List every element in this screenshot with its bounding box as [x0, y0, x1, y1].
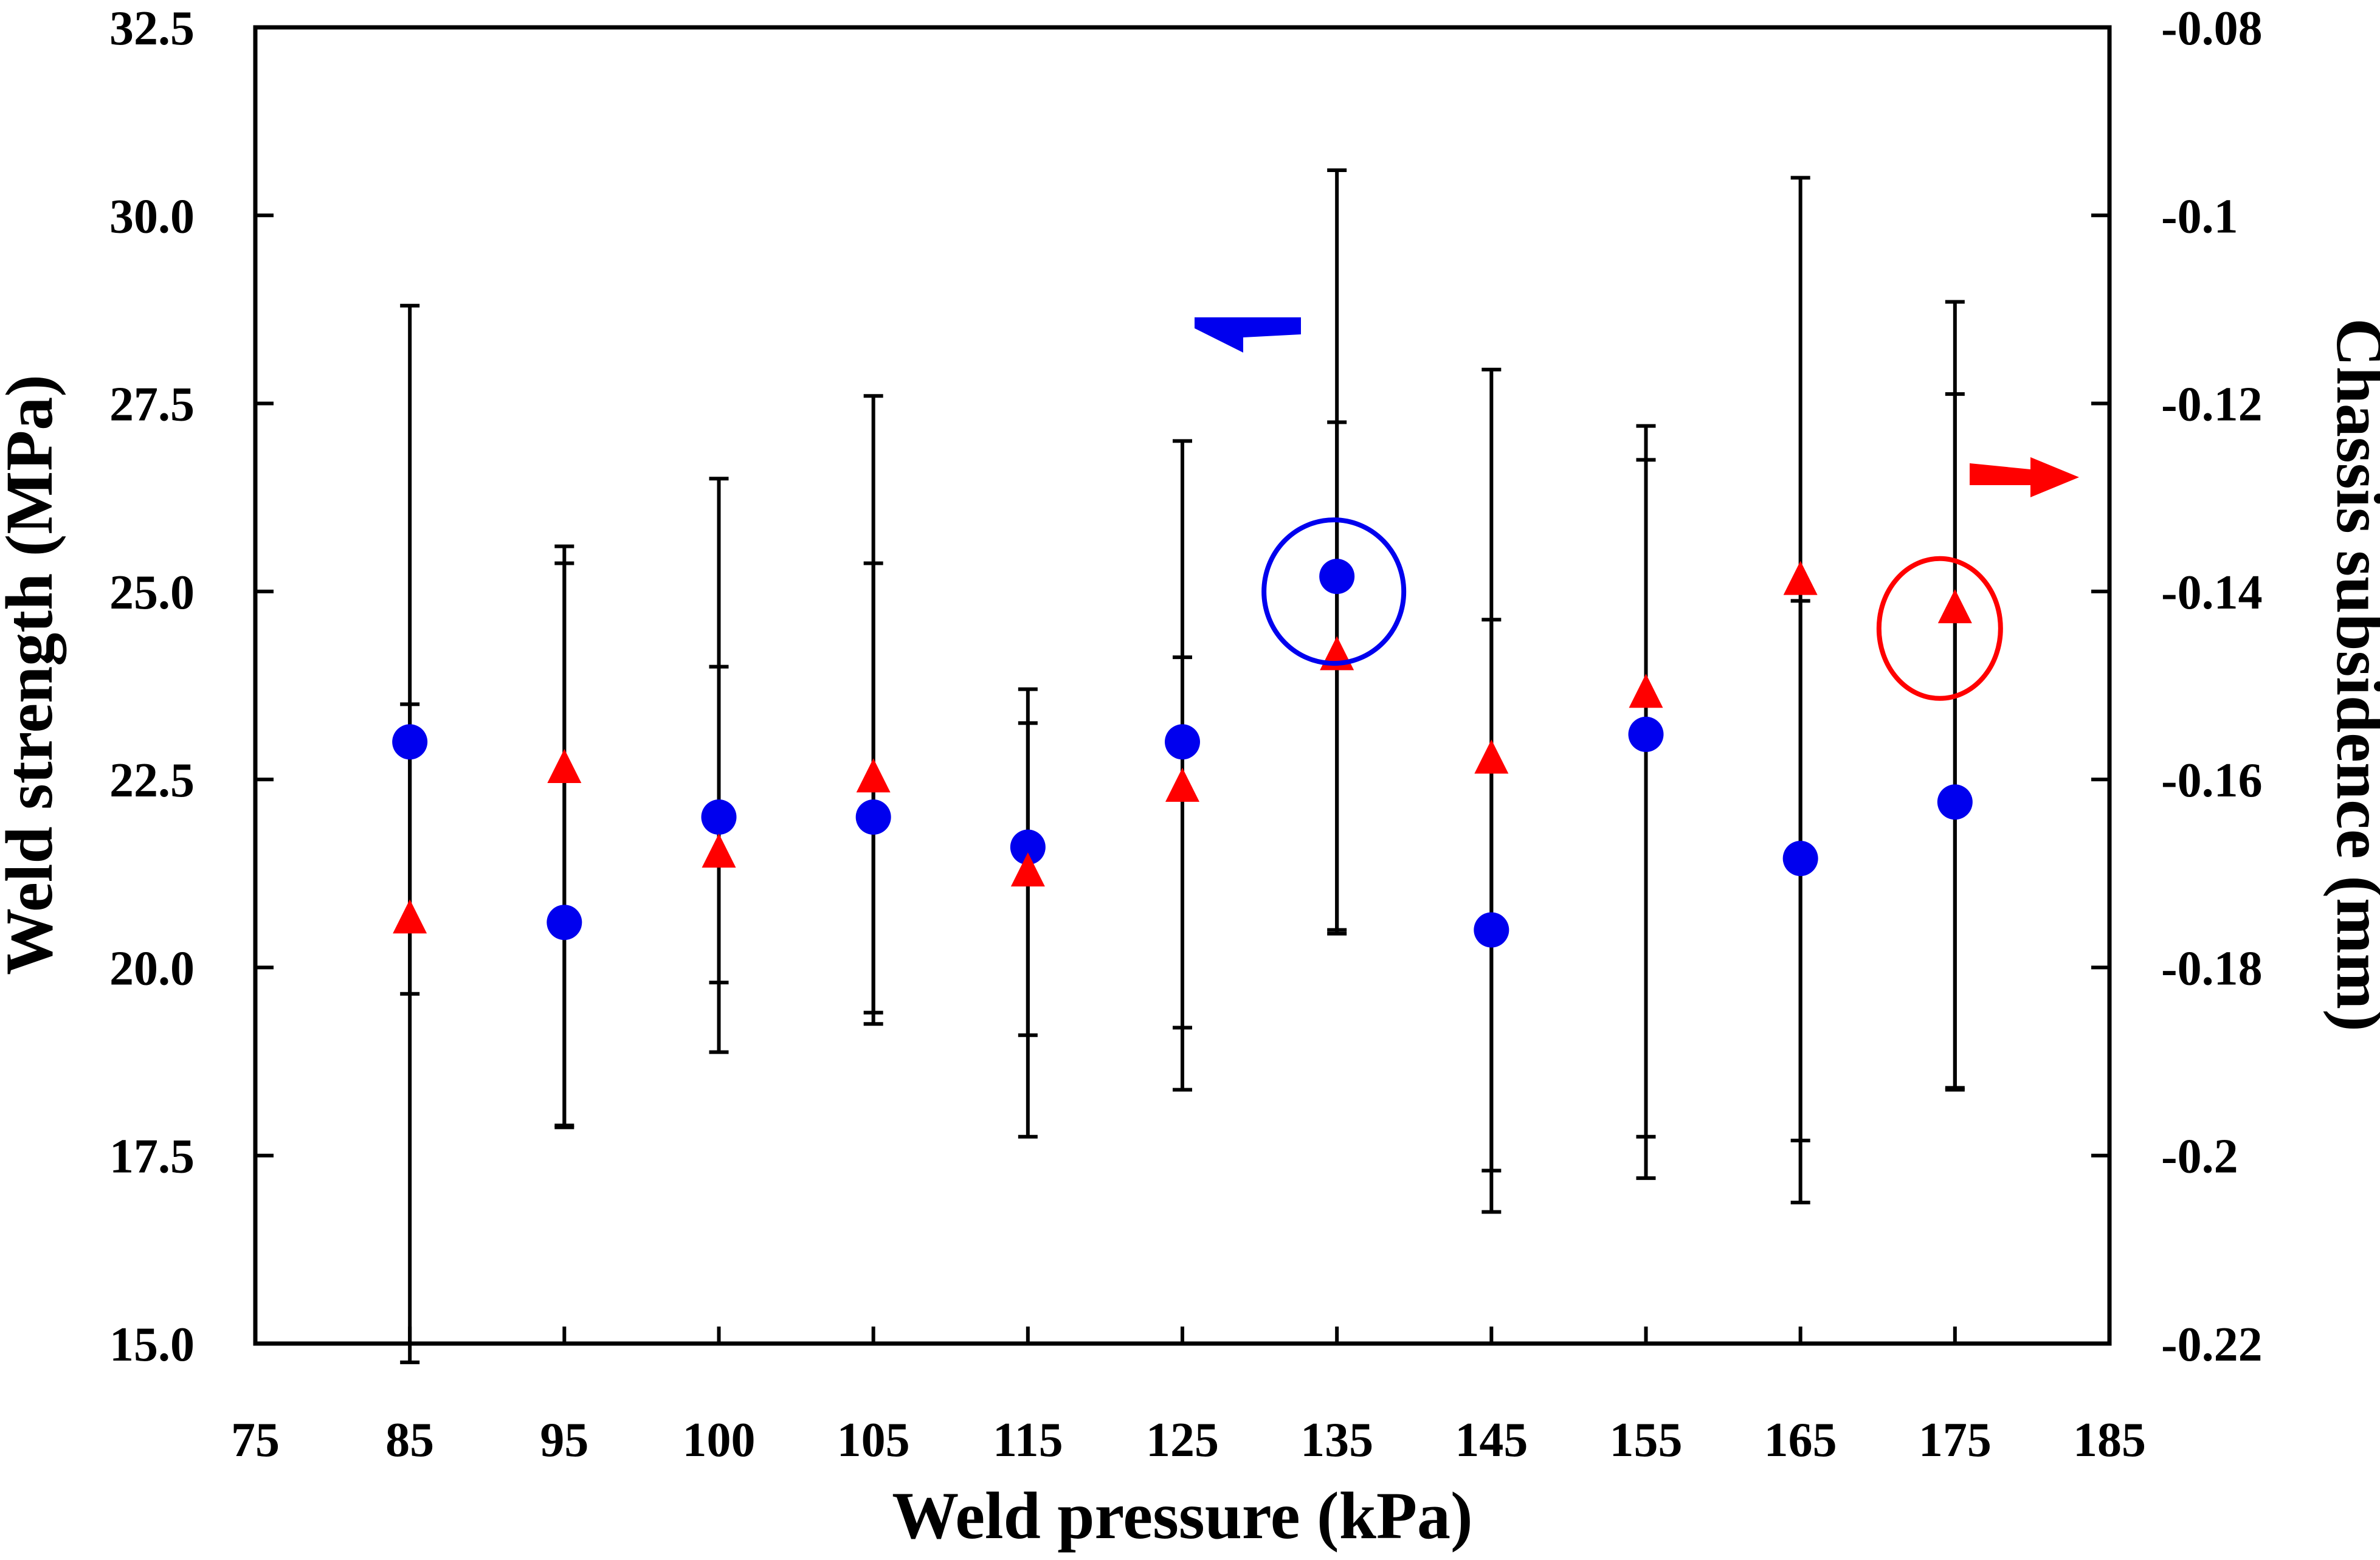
subsidence-point — [1010, 852, 1045, 887]
strength-point — [1628, 716, 1664, 752]
error-bars — [400, 168, 1965, 1364]
x-tick-label: 165 — [1764, 1413, 1837, 1467]
y-left-tick-label: 25.0 — [109, 566, 195, 620]
x-tick-label: 175 — [1919, 1413, 1992, 1467]
subsidence-point — [547, 748, 582, 783]
strength-point — [701, 799, 737, 835]
right-axis-arrow — [1970, 457, 2079, 497]
data-points — [392, 559, 1973, 948]
y-right-tick-label: -0.22 — [2161, 1318, 2263, 1372]
subsidence-point — [1937, 589, 1972, 624]
subsidence-point — [702, 833, 736, 868]
y-axis-left: 15.0 17.5 20.0 22.5 25.0 27.5 30.0 32.5 — [109, 2, 274, 1372]
y-right-tick-label: -0.08 — [2161, 2, 2263, 55]
y-right-tick-label: -0.12 — [2161, 378, 2263, 432]
strength-point — [1319, 559, 1355, 595]
strength-point — [1782, 841, 1818, 877]
subsidence-point — [1474, 739, 1509, 774]
x-tick-label: 125 — [1146, 1413, 1219, 1467]
y-right-tick-label: -0.1 — [2161, 190, 2238, 243]
y-left-tick-label: 20.0 — [109, 942, 195, 995]
y-left-tick-label: 22.5 — [109, 754, 195, 807]
x-tick-label: 105 — [837, 1413, 910, 1467]
subsidence-point — [1165, 767, 1199, 802]
y-axis-left-title: Weld strength (MPa) — [0, 374, 66, 975]
strength-point — [547, 905, 582, 940]
x-axis: 75 85 95 100 105 115 125 135 145 155 165 175 185 — [231, 1327, 2146, 1467]
x-tick-label: 95 — [540, 1413, 588, 1467]
subsidence-point — [1783, 561, 1818, 595]
highlight-ellipse-strength — [1261, 517, 1407, 666]
strength-point — [392, 724, 428, 760]
x-axis-title: Weld pressure (kPa) — [892, 1479, 1472, 1553]
strength-point — [855, 799, 891, 835]
y-right-tick-label: -0.14 — [2161, 566, 2263, 620]
subsidence-point — [1629, 674, 1663, 708]
y-right-tick-label: -0.16 — [2161, 754, 2263, 807]
y-right-tick-label: -0.18 — [2161, 942, 2263, 995]
x-tick-label: 85 — [385, 1413, 434, 1467]
x-tick-label: 75 — [231, 1413, 280, 1467]
y-right-tick-label: -0.2 — [2161, 1130, 2238, 1184]
x-tick-label: 115 — [993, 1413, 1063, 1467]
strength-point — [1010, 829, 1046, 865]
y-left-tick-label: 15.0 — [109, 1318, 195, 1372]
y-axis-right-title: Chassis subsidence (mm) — [2323, 318, 2380, 1031]
x-tick-label: 185 — [2073, 1413, 2146, 1467]
subsidence-point — [856, 758, 891, 793]
y-left-tick-label: 17.5 — [109, 1130, 195, 1184]
strength-point — [1474, 912, 1509, 948]
strength-point — [1165, 724, 1200, 760]
strength-point — [1937, 784, 1973, 820]
x-tick-label: 135 — [1300, 1413, 1373, 1467]
y-axis-right: -0.22 -0.2 -0.18 -0.16 -0.14 -0.12 -0.1 -0.08 — [2091, 2, 2263, 1372]
annotations — [1195, 317, 2079, 701]
x-tick-label: 155 — [1610, 1413, 1683, 1467]
left-axis-arrow — [1195, 317, 1301, 353]
y-left-tick-label: 30.0 — [109, 190, 195, 243]
x-tick-label: 145 — [1455, 1413, 1528, 1467]
highlight-ellipse-subsidence — [1876, 556, 2003, 701]
y-left-tick-label: 27.5 — [109, 378, 195, 432]
subsidence-point — [393, 899, 427, 934]
x-tick-label: 100 — [683, 1413, 756, 1467]
y-left-tick-label: 32.5 — [109, 2, 195, 55]
